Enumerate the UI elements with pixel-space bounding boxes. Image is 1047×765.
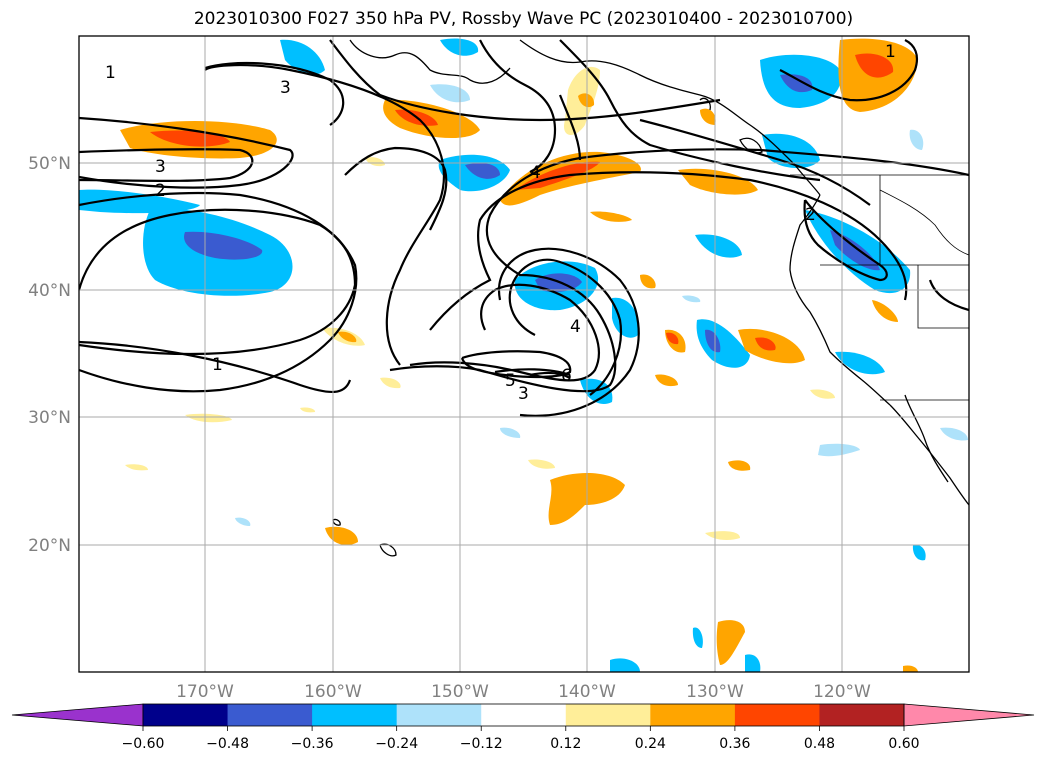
- colorbar-tick-label: −0.60: [122, 736, 165, 752]
- colorbar-segment: [481, 704, 567, 726]
- gridlines: [79, 36, 969, 672]
- colorbar-tick-label: −0.12: [460, 736, 503, 752]
- contour-label: 2: [155, 181, 166, 201]
- lon-label: 130°W: [686, 682, 744, 702]
- lon-label: 140°W: [558, 682, 616, 702]
- coastlines: [332, 39, 969, 557]
- lat-label: 20°N: [28, 536, 71, 556]
- contour-labels: 1 3 3 2 1 4 4 5 3 6 1 2: [105, 42, 896, 404]
- contour-label: 3: [518, 384, 529, 404]
- contour-label: 3: [280, 78, 291, 98]
- longitude-labels: 170°W 160°W 150°W 140°W 130°W 120°W: [176, 682, 871, 702]
- colorbar-extend-min: [11, 703, 144, 727]
- colorbar-segment: [396, 704, 482, 726]
- colorbar-tick-label: −0.36: [291, 736, 334, 752]
- colorbar-tick-label: −0.48: [206, 736, 249, 752]
- colorbar-tick-label: 0.48: [804, 736, 835, 752]
- colorbar-tick-label: 0.60: [888, 736, 919, 752]
- map-title: 2023010300 F027 350 hPa PV, Rossby Wave …: [193, 9, 854, 29]
- borders: [790, 174, 969, 401]
- contour-label: 6: [561, 366, 572, 386]
- latitude-labels: 50°N 40°N 30°N 20°N: [28, 154, 71, 556]
- colorbar-segment: [819, 704, 905, 726]
- contour-label: 1: [212, 355, 223, 375]
- contour-label: 4: [570, 317, 581, 337]
- colorbar-segment: [650, 704, 736, 726]
- colorbar-outline: [142, 703, 905, 727]
- contour-label: 4: [530, 163, 541, 183]
- lon-label: 120°W: [813, 682, 871, 702]
- map-frame: [78, 35, 970, 673]
- lon-label: 150°W: [431, 682, 489, 702]
- colorbar-segment: [734, 704, 820, 726]
- lat-label: 50°N: [28, 154, 71, 174]
- contour-label: 3: [155, 157, 166, 177]
- lon-label: 170°W: [176, 682, 234, 702]
- contour-label: 1: [105, 63, 116, 83]
- colorbar-segment: [143, 704, 229, 726]
- colorbar-extend-max: [903, 703, 1035, 727]
- contour-label: 2: [805, 205, 816, 225]
- contour-label: 5: [505, 371, 516, 391]
- colorbar-segment: [312, 704, 398, 726]
- colorbar-segment: [227, 704, 313, 726]
- lat-label: 40°N: [28, 281, 71, 301]
- lat-label: 30°N: [28, 408, 71, 428]
- colorbar-segment: [565, 704, 651, 726]
- colorbar-tick-label: 0.12: [550, 736, 581, 752]
- contour-label: 1: [885, 42, 896, 62]
- colorbar-tick-label: 0.24: [635, 736, 666, 752]
- colorbar: −0.60 −0.48 −0.36 −0.24 −0.12 0.12 0.24 0.36 0.4…: [11, 703, 1035, 752]
- colorbar-tick-label: −0.24: [375, 736, 418, 752]
- colorbar-tick-label: 0.36: [719, 736, 750, 752]
- lon-label: 160°W: [304, 682, 362, 702]
- negative-anomaly-regions: [79, 38, 968, 672]
